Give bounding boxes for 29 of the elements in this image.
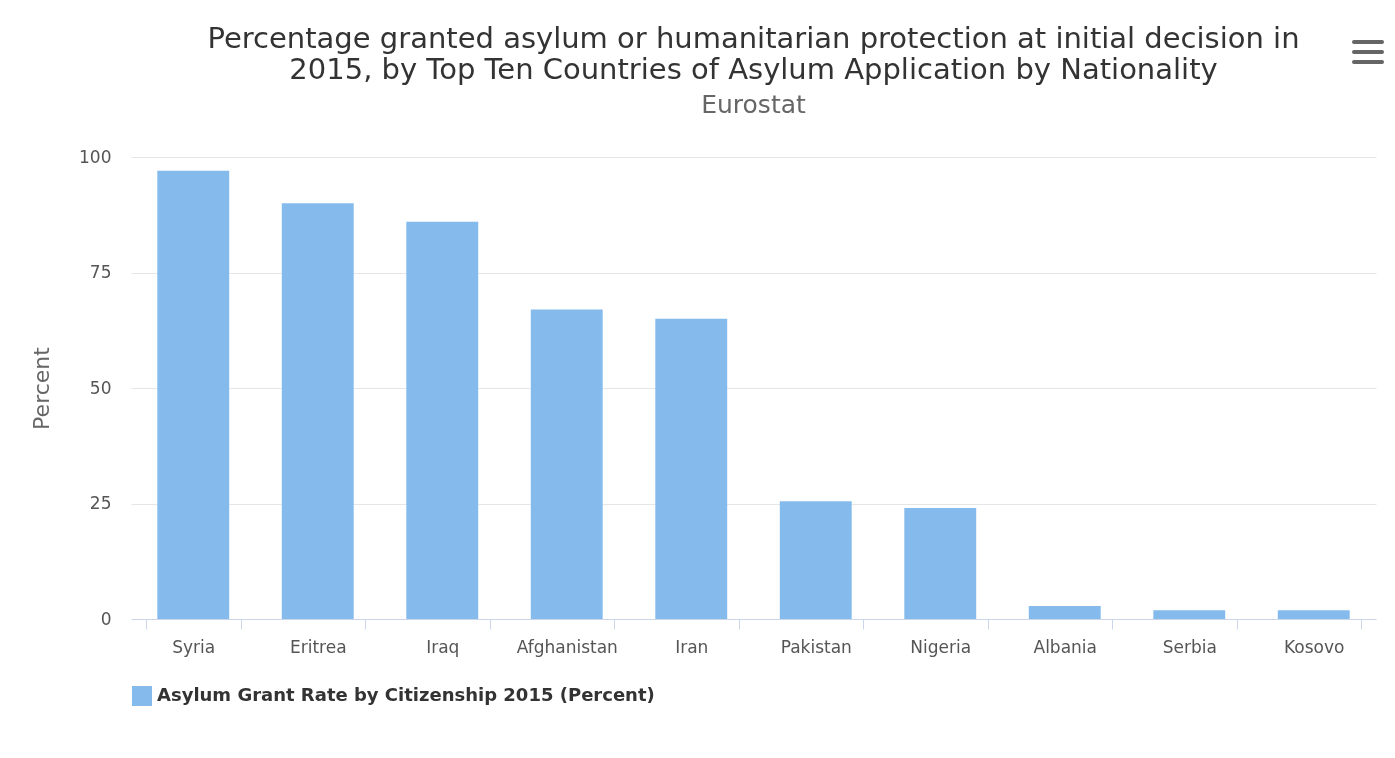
x-tick-label: Albania	[1033, 636, 1097, 657]
chart-subtitle: Eurostat	[701, 90, 806, 119]
x-tick-label: Nigeria	[910, 636, 972, 657]
x-tick-label: Syria	[172, 636, 216, 657]
legend-label: Asylum Grant Rate by Citizenship 2015 (Percent)	[157, 684, 655, 705]
bar	[1153, 610, 1226, 619]
x-tick-label: Pakistan	[780, 636, 852, 657]
x-tick-label: Iraq	[426, 636, 460, 657]
bar	[655, 318, 728, 619]
bar	[406, 221, 479, 619]
x-tick-label: Afghanistan	[516, 636, 618, 657]
bar	[157, 170, 230, 619]
bar	[530, 309, 603, 619]
bar	[1028, 606, 1101, 619]
y-tick-label: 0	[100, 608, 112, 629]
y-tick-label: 75	[89, 262, 112, 282]
x-tick-label: Iran	[675, 636, 709, 657]
bar	[779, 501, 852, 619]
x-tick-label: Eritrea	[289, 636, 347, 657]
y-tick-label: 50	[89, 377, 112, 398]
y-axis-title: Percent	[29, 346, 55, 430]
bar	[904, 508, 977, 619]
x-tick-label: Kosovo	[1284, 636, 1345, 657]
chart-title: Percentage granted asylum or humanitarian protection at initial decision in 2015, by Top Ten Countries of Asylum Application by Nationality	[207, 21, 1300, 86]
y-tick-label: 100	[79, 146, 112, 167]
y-tick-label: 25	[89, 493, 112, 513]
bar	[281, 203, 354, 619]
bar	[1277, 610, 1350, 619]
x-tick-label: Serbia	[1162, 636, 1217, 657]
